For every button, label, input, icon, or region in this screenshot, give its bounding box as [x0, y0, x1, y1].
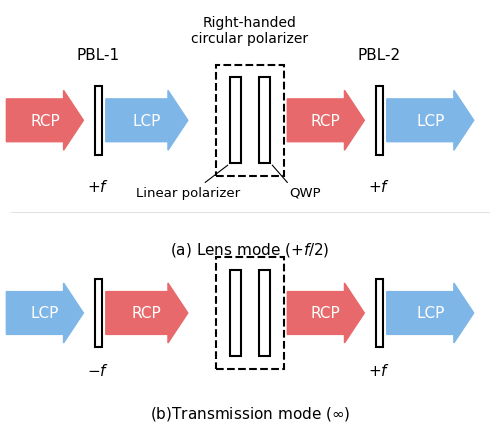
Bar: [94, 87, 102, 155]
Text: Right-handed
circular polarizer: Right-handed circular polarizer: [192, 16, 308, 46]
Text: RCP: RCP: [132, 306, 162, 321]
Bar: [258, 270, 270, 356]
Text: LCP: LCP: [30, 306, 59, 321]
FancyArrow shape: [288, 91, 364, 151]
FancyArrow shape: [386, 91, 474, 151]
Text: LCP: LCP: [416, 306, 444, 321]
Bar: [258, 78, 270, 164]
Text: PBL-2: PBL-2: [358, 48, 401, 63]
Text: PBL-1: PBL-1: [77, 48, 120, 63]
Text: Linear polarizer: Linear polarizer: [136, 186, 240, 200]
Text: RCP: RCP: [30, 114, 60, 129]
Bar: [216, 258, 284, 369]
Text: LCP: LCP: [132, 114, 161, 129]
FancyArrow shape: [288, 283, 364, 343]
Bar: [376, 87, 383, 155]
Text: LCP: LCP: [416, 114, 444, 129]
FancyArrow shape: [106, 91, 188, 151]
Text: (a) Lens mode (+$f$/2): (a) Lens mode (+$f$/2): [170, 241, 330, 258]
Text: +$f$: +$f$: [88, 179, 110, 195]
Bar: [230, 78, 241, 164]
FancyArrow shape: [6, 283, 84, 343]
Bar: [230, 270, 241, 356]
Text: QWP: QWP: [289, 186, 320, 200]
Bar: [216, 65, 284, 177]
Text: RCP: RCP: [311, 114, 340, 129]
Bar: [94, 279, 102, 347]
Text: (b)Transmission mode ($\infty$): (b)Transmission mode ($\infty$): [150, 404, 350, 422]
Bar: [376, 279, 383, 347]
Text: $-f$: $-f$: [88, 362, 110, 378]
Text: +$f$: +$f$: [368, 362, 390, 378]
Text: RCP: RCP: [311, 306, 340, 321]
FancyArrow shape: [6, 91, 84, 151]
FancyArrow shape: [106, 283, 188, 343]
FancyArrow shape: [386, 283, 474, 343]
Text: +$f$: +$f$: [368, 179, 390, 195]
